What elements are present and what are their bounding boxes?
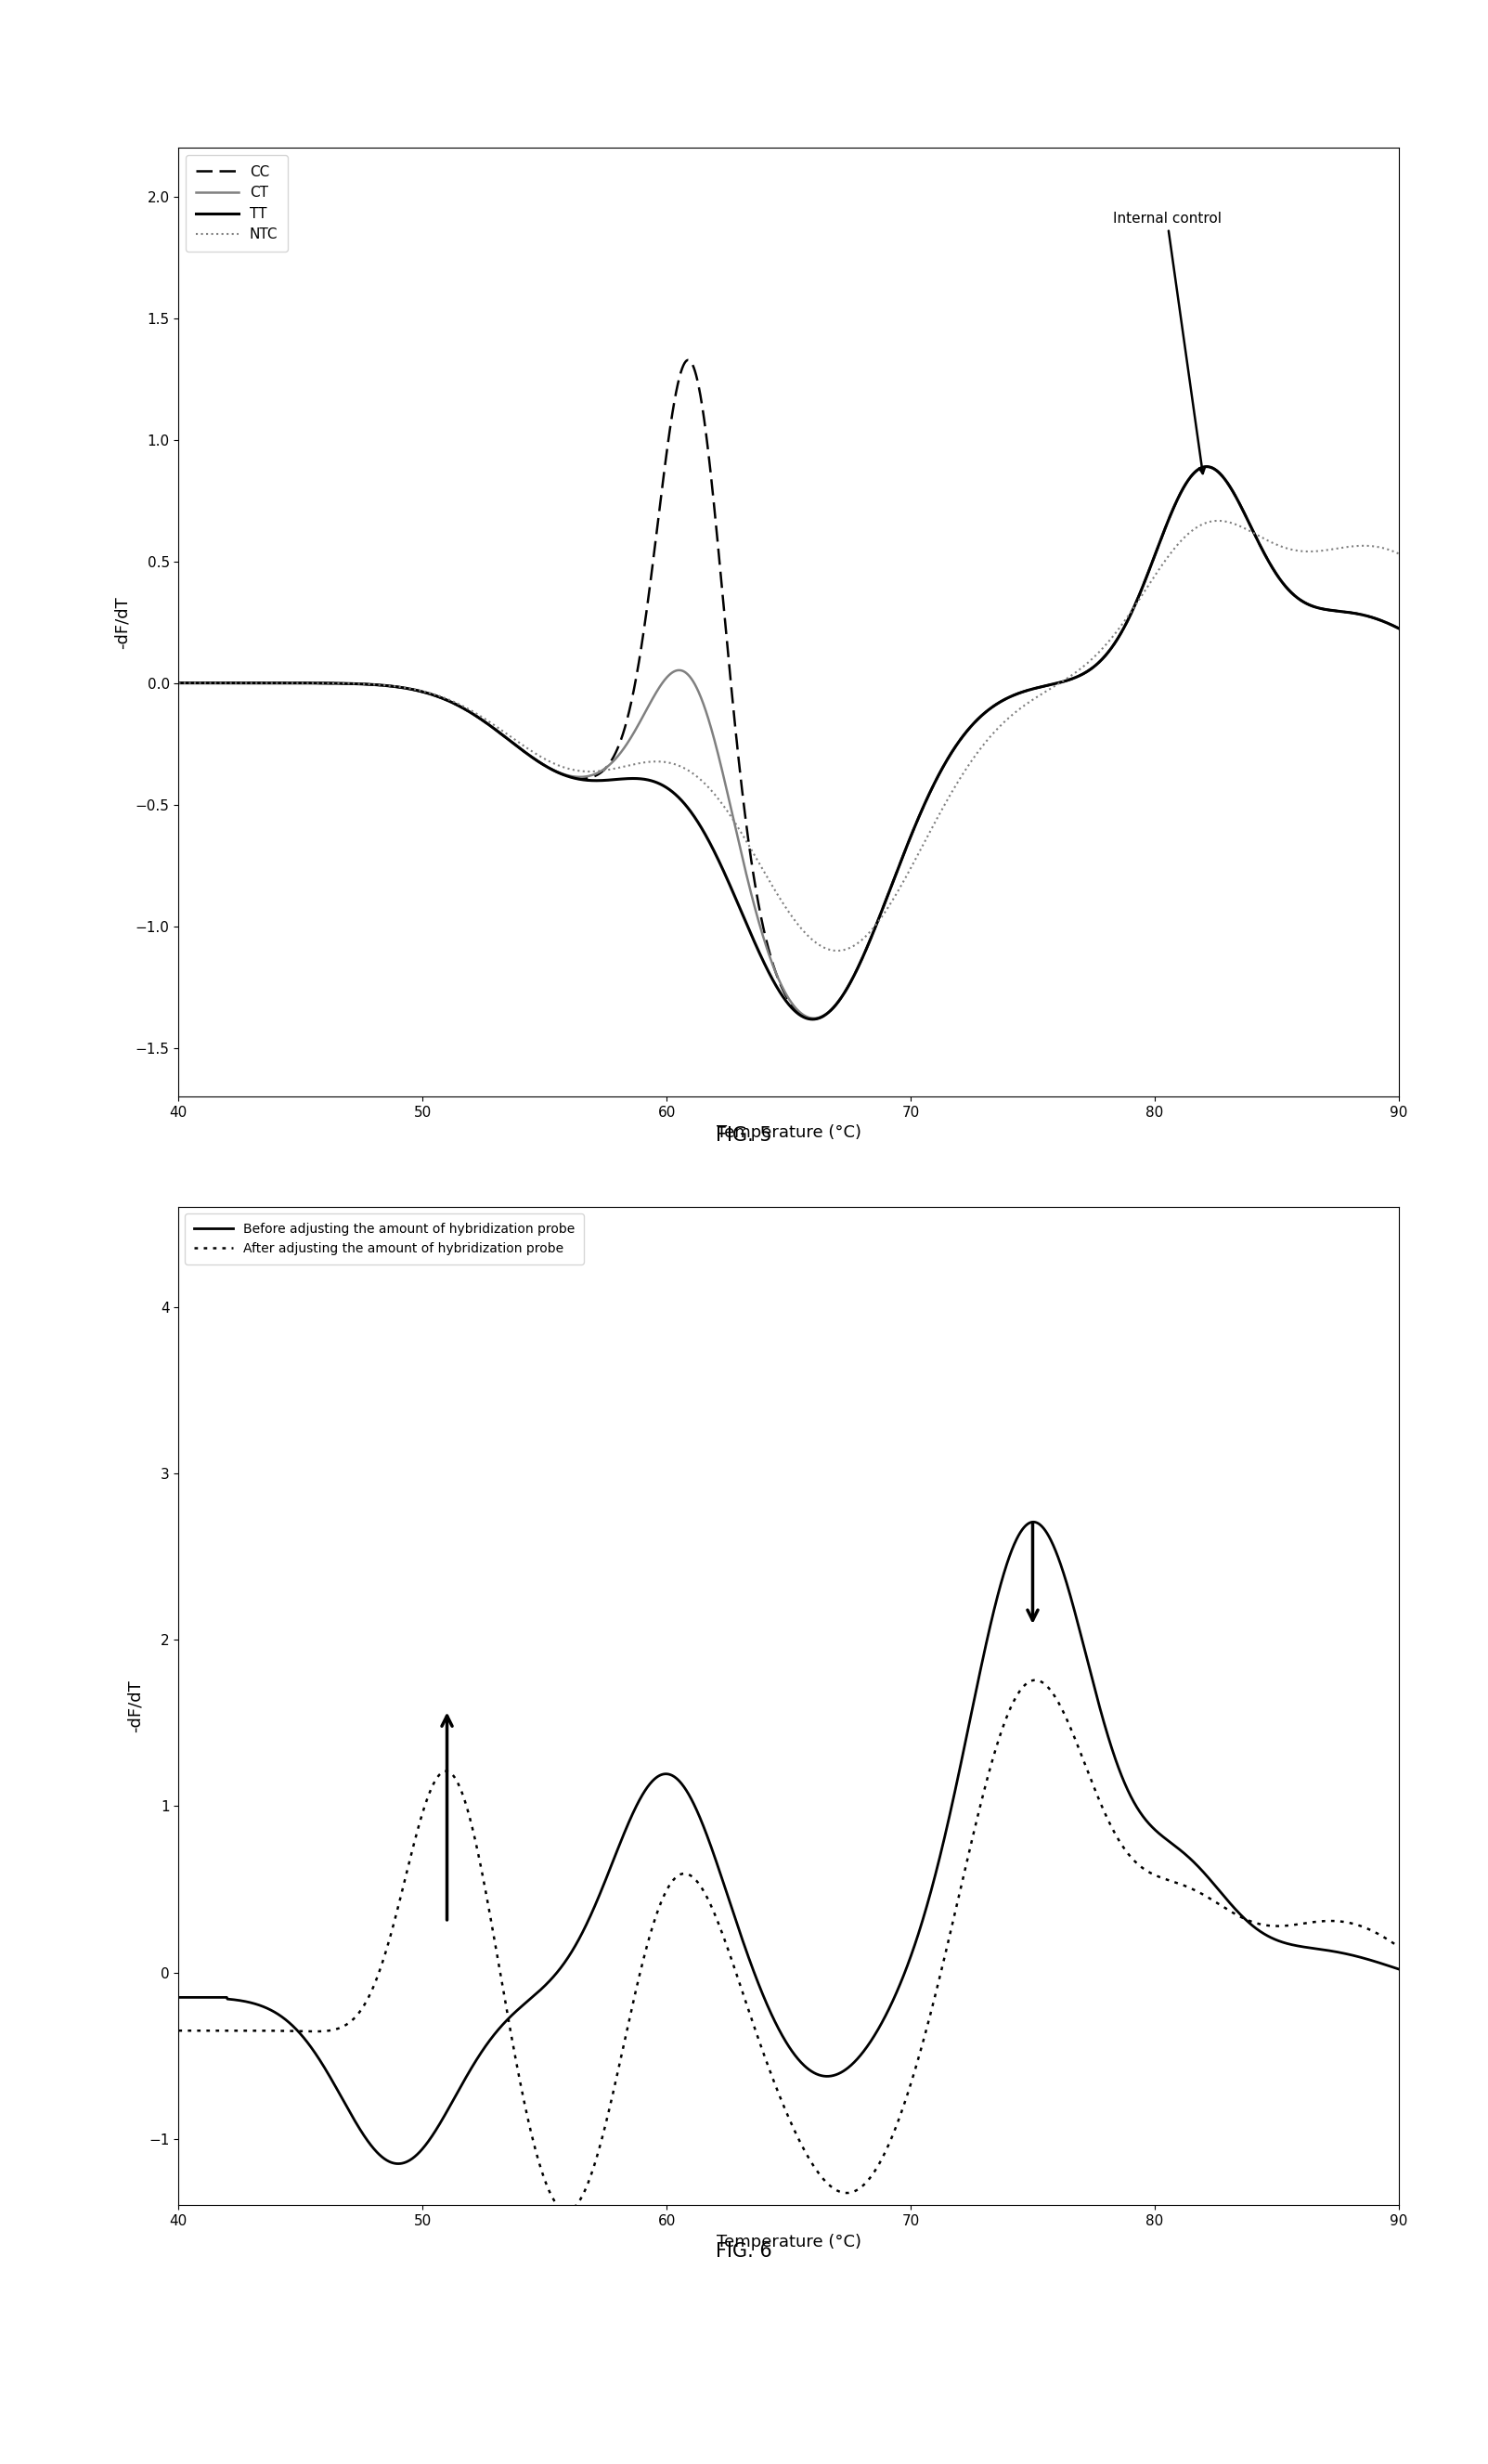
- Text: Internal control: Internal control: [1113, 212, 1222, 473]
- Y-axis label: -dF/dT: -dF/dT: [126, 1680, 144, 1732]
- Y-axis label: -dF/dT: -dF/dT: [113, 596, 129, 648]
- Legend: CC, CT, TT, NTC: CC, CT, TT, NTC: [186, 155, 287, 251]
- Text: FIG. 5: FIG. 5: [716, 1126, 772, 1146]
- X-axis label: Temperature (°C): Temperature (°C): [716, 1124, 862, 1141]
- Text: FIG. 6: FIG. 6: [716, 2242, 772, 2262]
- X-axis label: Temperature (°C): Temperature (°C): [716, 2232, 862, 2250]
- Legend: Before adjusting the amount of hybridization probe, After adjusting the amount o: Before adjusting the amount of hybridiza…: [185, 1215, 583, 1264]
